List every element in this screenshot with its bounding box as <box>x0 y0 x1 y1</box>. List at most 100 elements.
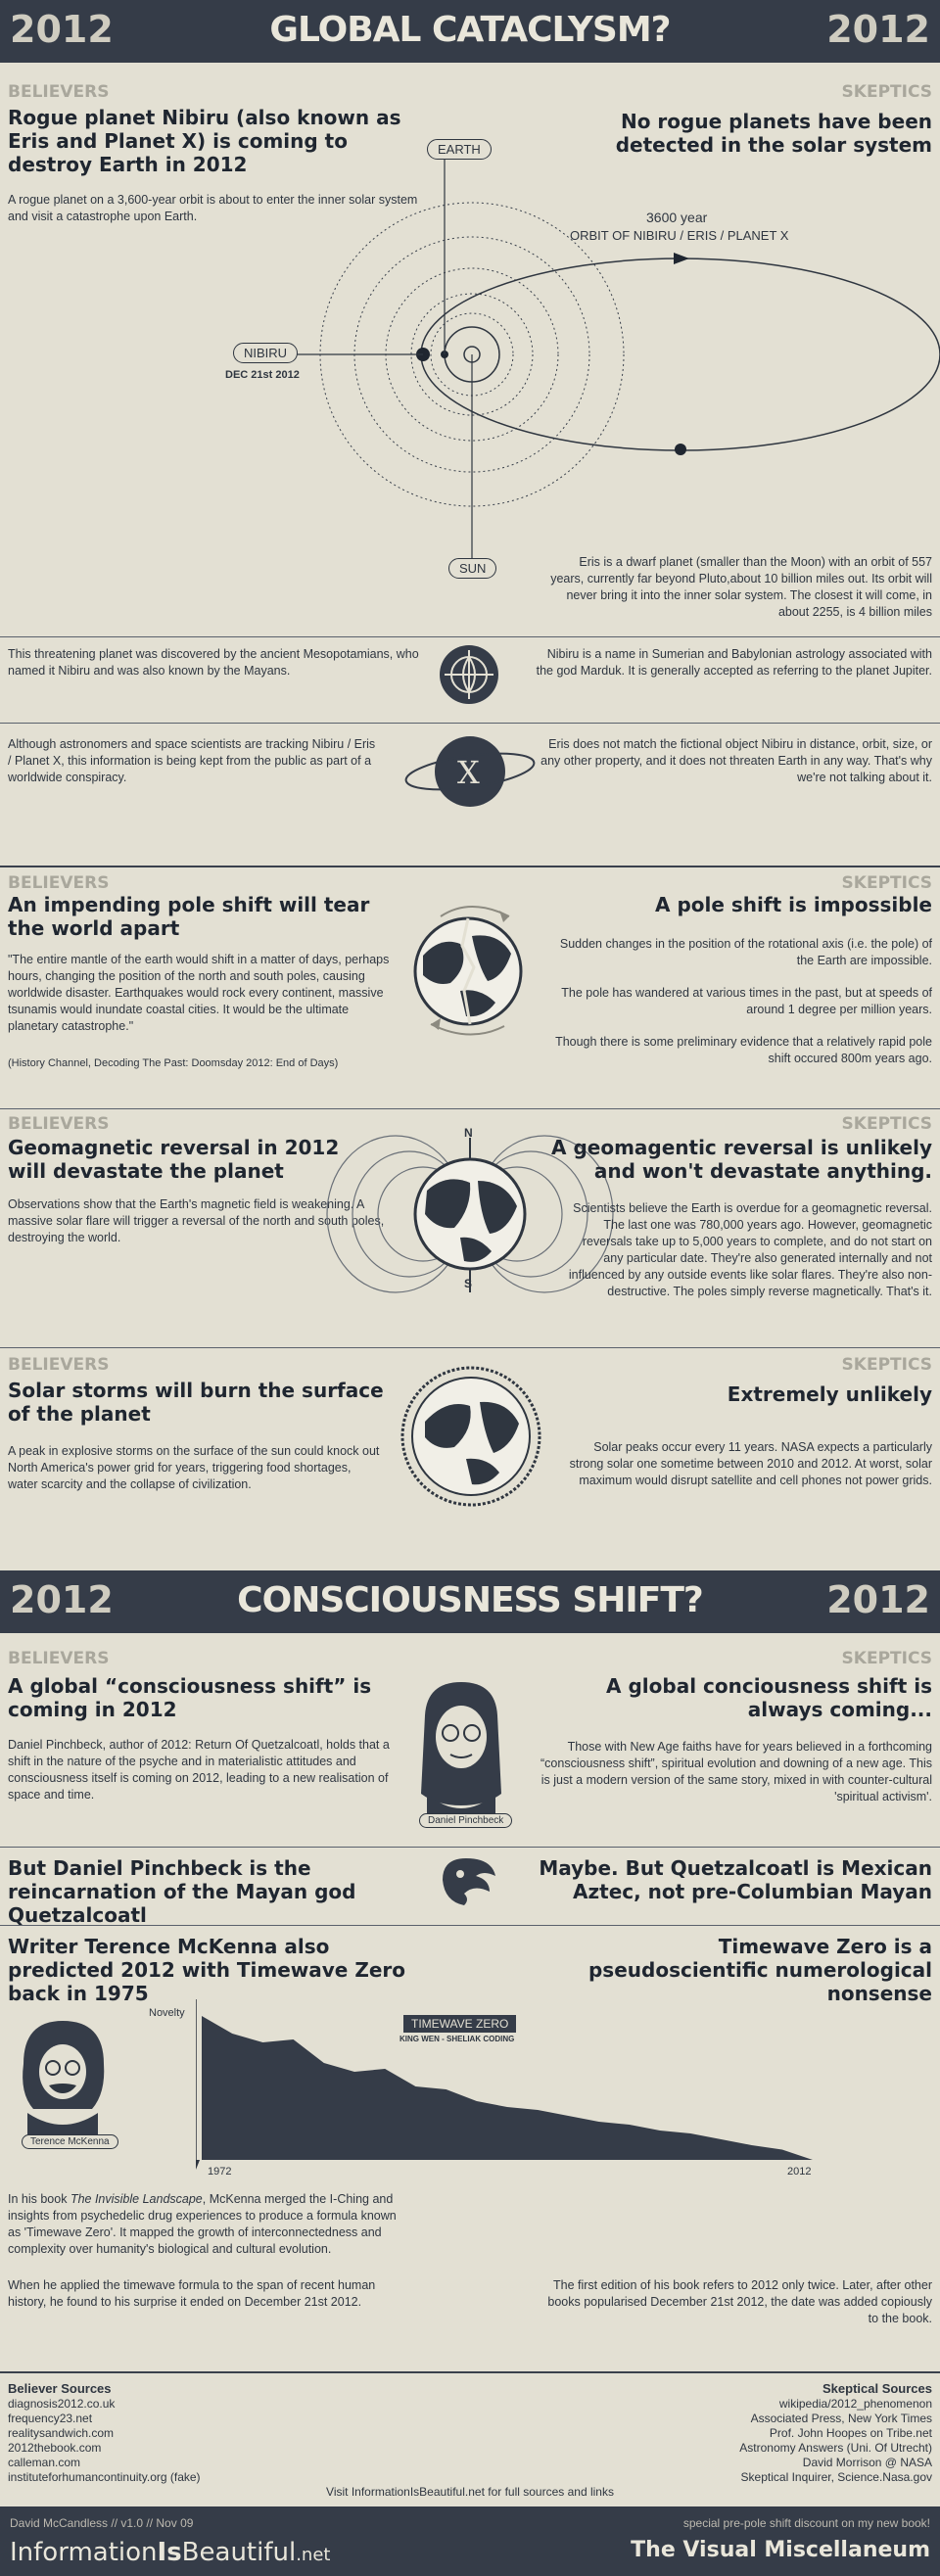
source-item: diagnosis2012.co.uk <box>8 2397 116 2411</box>
chart-title: TIMEWAVE ZERO <box>403 2015 517 2033</box>
timewave-chart <box>196 1999 813 2170</box>
poleshift-skeptic-heading: A pole shift is impossible <box>655 893 932 916</box>
nibiru-skeptic-text: Eris is a dwarf planet (smaller than the… <box>550 555 932 619</box>
skeptical-sources-list: wikipedia/2012_phenomenon Associated Pre… <box>739 2397 932 2485</box>
consciousness-skeptic-text: Those with New Age faiths have for years… <box>540 1740 932 1803</box>
source-item: Associated Press, New York Times <box>750 2412 932 2425</box>
poleshift-citation: (History Channel, Decoding The Past: Doo… <box>8 1057 339 1069</box>
consciousness-skeptic-heading: A global conciousness shift is always co… <box>606 1674 932 1721</box>
north-pole-label: N <box>464 1126 473 1140</box>
planet-x-icon <box>404 736 536 807</box>
believers-label: BELIEVERS <box>8 1355 110 1375</box>
source-item: Skeptical Inquirer, Science.Nasa.gov <box>740 2470 932 2484</box>
divider <box>0 1847 940 1848</box>
nibiru-believer-text: A rogue planet on a 3,600-year orbit is … <box>8 193 418 223</box>
nibiru-skeptic-text-3: Eris does not match the fictional object… <box>540 737 932 784</box>
astrology-symbol-icon <box>440 645 498 704</box>
solar-believer-text: A peak in explosive storms on the surfac… <box>8 1444 380 1491</box>
source-item: Prof. John Hoopes on Tribe.net <box>769 2426 932 2440</box>
banner-year-right: 2012 <box>826 8 930 51</box>
source-item: Astronomy Answers (Uni. Of Utrecht) <box>739 2441 932 2455</box>
believer-sources-list: diagnosis2012.co.uk frequency23.net real… <box>8 2397 201 2485</box>
chart-x-end: 2012 <box>787 2166 812 2178</box>
believers-label: BELIEVERS <box>8 1649 110 1668</box>
consciousness-believer-heading: A global “consciousness shift” is coming… <box>8 1674 372 1721</box>
believers-label: BELIEVERS <box>8 1114 110 1134</box>
poleshift-skeptic-text-1: Sudden changes in the position of the ro… <box>559 937 932 967</box>
timewave-believer-text: In his book The Invisible Landscape, McK… <box>8 2192 397 2256</box>
nibiru-date: DEC 21st 2012 <box>225 369 300 381</box>
skeptical-sources-title: Skeptical Sources <box>822 2381 932 2396</box>
divider <box>0 1925 940 1926</box>
magnetic-field-diagram <box>326 1135 614 1293</box>
skeptics-label: SKEPTICS <box>841 873 932 893</box>
quetzalcoatl-glyph-icon <box>443 1858 495 1905</box>
banner-title: CONSCIOUSNESS SHIFT? <box>237 1580 704 1620</box>
consciousness-believer-text: Daniel Pinchbeck, author of 2012: Return… <box>8 1738 390 1802</box>
solar-skeptic-heading: Extremely unlikely <box>727 1382 932 1406</box>
timewave-area <box>202 2016 813 2160</box>
source-item: wikipedia/2012_phenomenon <box>778 2397 932 2411</box>
source-item: realitysandwich.com <box>8 2426 115 2440</box>
visit-link[interactable]: Visit InformationIsBeautiful.net for ful… <box>326 2485 614 2499</box>
section-divider <box>0 866 940 867</box>
quetzalcoatl-believer-heading: But Daniel Pinchbeck is the reincarnatio… <box>8 1856 356 1927</box>
banner-global-cataclysm: 2012 GLOBAL CATACLYSM? 2012 <box>0 0 940 63</box>
section-divider <box>0 2371 940 2373</box>
nibiru-skeptic-text-2: Nibiru is a name in Sumerian and Babylon… <box>536 647 932 678</box>
solar-skeptic-text: Solar peaks occur every 11 years. NASA e… <box>569 1440 932 1487</box>
skeptics-label: SKEPTICS <box>841 1649 932 1668</box>
magnetic-skeptic-heading: A geomagentic reversal is unlikely and w… <box>551 1136 932 1183</box>
site-logo[interactable]: InformationIsBeautiful.net <box>10 2538 331 2567</box>
solar-believer-heading: Solar storms will burn the surface of th… <box>8 1379 384 1426</box>
footer-credit: David McCandless // v1.0 // Nov 09 <box>10 2516 194 2530</box>
quetzalcoatl-skeptic-heading: Maybe. But Quetzalcoatl is Mexican Aztec… <box>539 1856 932 1903</box>
timewave-believer-heading: Writer Terence McKenna also predicted 20… <box>8 1935 406 2005</box>
magnetic-believer-heading: Geomagnetic reversal in 2012 will devast… <box>8 1136 340 1183</box>
book-title: The Invisible Landscape <box>70 2192 203 2206</box>
poleshift-skeptic-text-3: Though there is some preliminary evidenc… <box>555 1035 932 1065</box>
chart-subtitle: KING WEN - SHELIAK CODING <box>400 2035 515 2043</box>
timewave-skeptic-text: The first edition of his book refers to … <box>547 2278 932 2325</box>
believers-label: BELIEVERS <box>8 82 110 102</box>
skeptics-label: SKEPTICS <box>841 1114 932 1134</box>
source-item: calleman.com <box>8 2456 81 2469</box>
nibiru-label: NIBIRU <box>233 343 299 363</box>
banner-year-right: 2012 <box>826 1578 930 1621</box>
mckenna-portrait-icon <box>23 2021 105 2136</box>
banner-consciousness-shift: 2012 CONSCIOUSNESS SHIFT? 2012 <box>0 1570 940 1633</box>
source-item: David Morrison @ NASA <box>802 2456 932 2469</box>
source-item: frequency23.net <box>8 2412 93 2425</box>
poleshift-believer-text: "The entire mantle of the earth would sh… <box>8 953 390 1033</box>
chart-x-start: 1972 <box>208 2166 232 2178</box>
solar-storm-globe-icon <box>400 1366 541 1507</box>
chart-ylabel: Novelty <box>149 2007 185 2019</box>
divider <box>0 636 940 637</box>
footer: David McCandless // v1.0 // Nov 09 Infor… <box>0 2506 940 2576</box>
magnetic-believer-text: Observations show that the Earth's magne… <box>8 1197 385 1244</box>
skeptics-label: SKEPTICS <box>841 1355 932 1375</box>
timewave-believer-text-2: When he applied the timewave formula to … <box>8 2278 376 2309</box>
book-link[interactable]: The Visual Miscellaneum <box>631 2538 930 2562</box>
source-item: 2012thebook.com <box>8 2441 102 2455</box>
poleshift-skeptic-text-2: The pole has wandered at various times i… <box>561 986 932 1016</box>
divider <box>0 723 940 724</box>
poleshift-believer-heading: An impending pole shift will tear the wo… <box>8 893 370 940</box>
nibiru-believer-text-3: Although astronomers and space scientist… <box>8 737 376 784</box>
cracked-globe-icon <box>413 906 523 1036</box>
nibiru-skeptic-heading: No rogue planets have been detected in t… <box>615 110 932 157</box>
pinchbeck-caption: Daniel Pinchbeck <box>419 1813 513 1828</box>
south-pole-label: S <box>464 1277 473 1290</box>
divider <box>0 1347 940 1348</box>
orbit-diagram <box>294 159 940 560</box>
footer-promo: special pre-pole shift discount on my ne… <box>682 2516 930 2530</box>
magnetic-skeptic-text: Scientists believe the Earth is overdue … <box>568 1201 932 1298</box>
divider <box>0 1108 940 1109</box>
timewave-skeptic-heading: Timewave Zero is a pseudoscientific nume… <box>588 1935 932 2005</box>
skeptics-label: SKEPTICS <box>841 82 932 102</box>
orbit-name: ORBIT OF NIBIRU / ERIS / PLANET X <box>570 228 789 243</box>
banner-year-left: 2012 <box>10 1578 114 1621</box>
mckenna-caption: Terence McKenna <box>22 2134 118 2149</box>
pinchbeck-portrait-icon <box>421 1682 501 1813</box>
nibiru-believer-heading: Rogue planet Nibiru (also known as Eris … <box>8 106 401 176</box>
